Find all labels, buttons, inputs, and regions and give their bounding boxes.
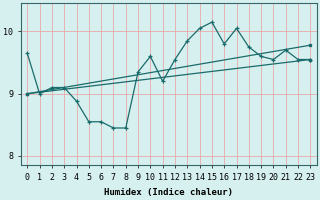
X-axis label: Humidex (Indice chaleur): Humidex (Indice chaleur) (104, 188, 233, 197)
